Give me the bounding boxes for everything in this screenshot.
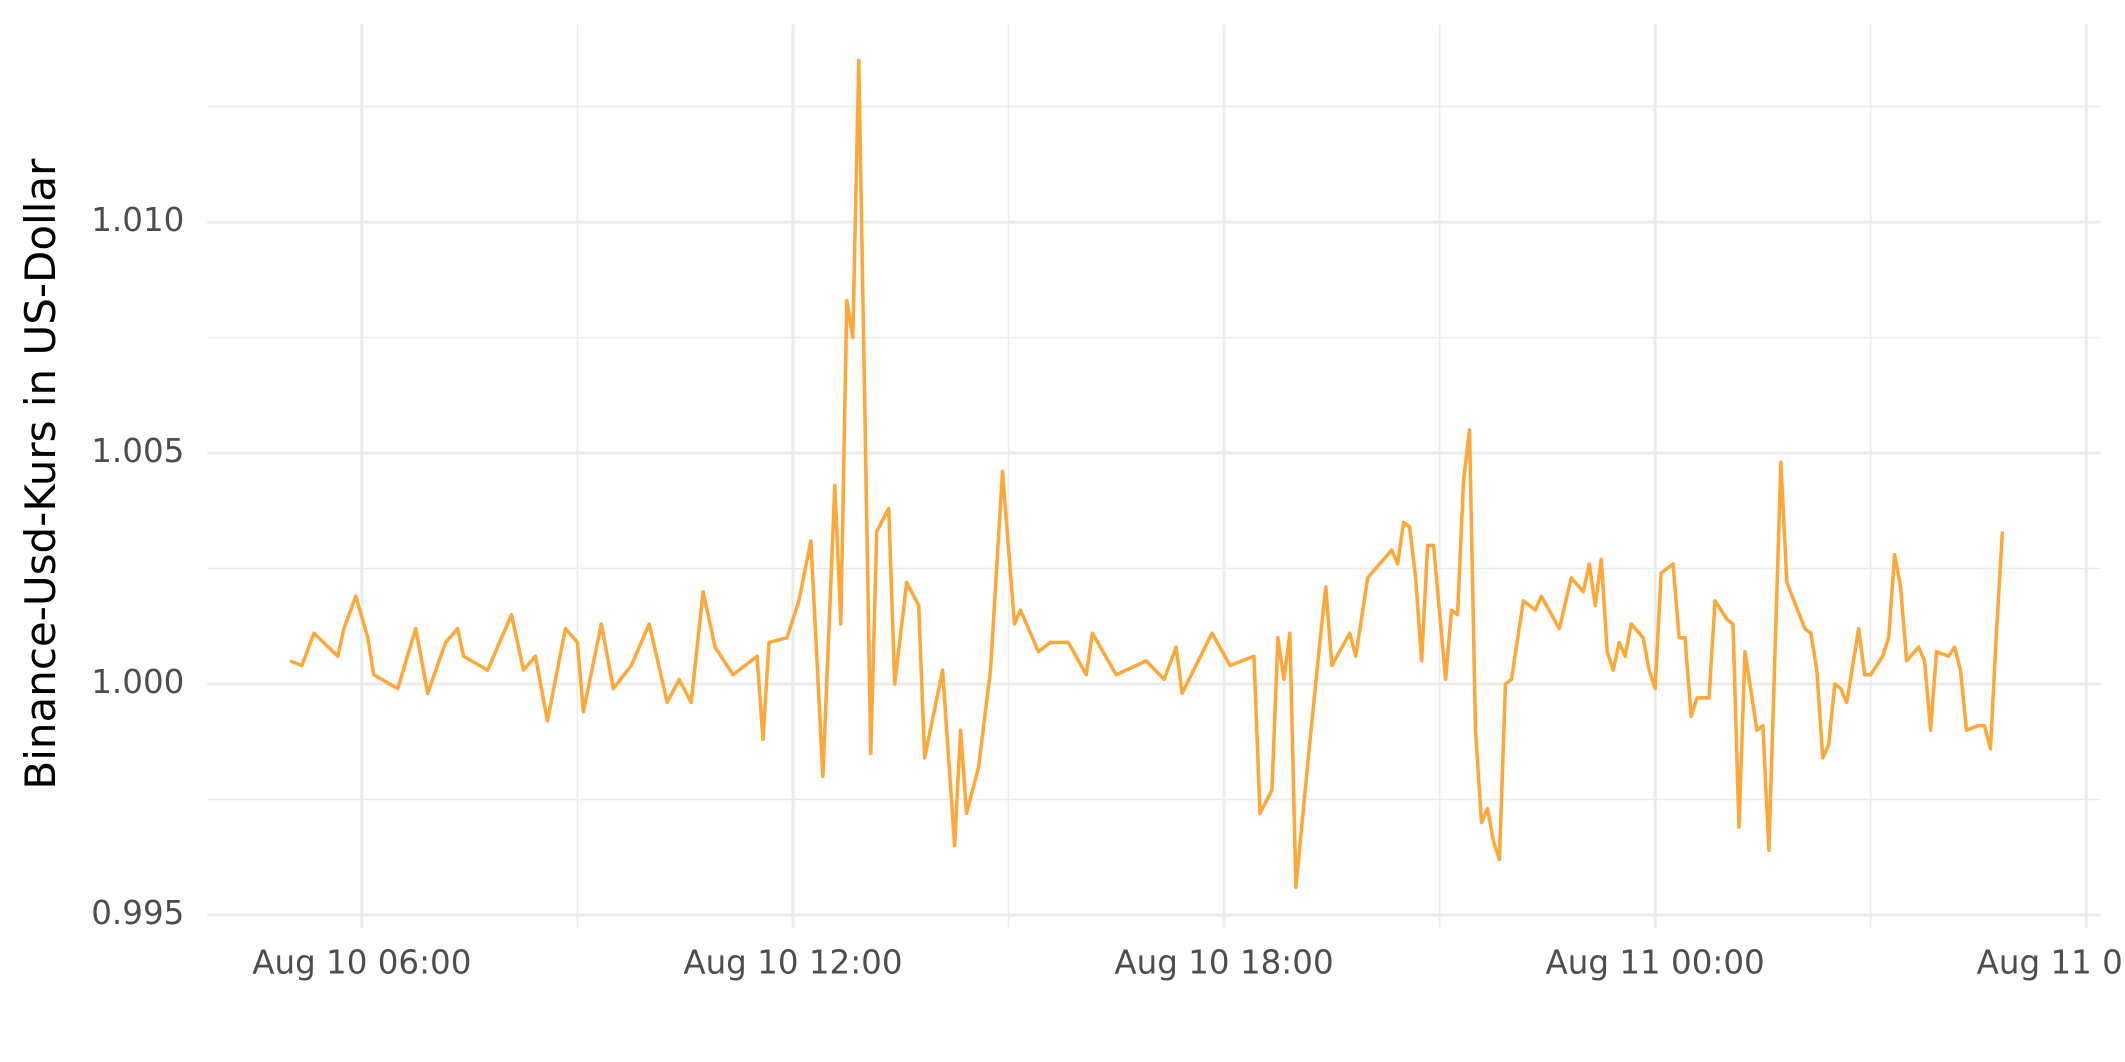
y-tick-label: 1.010 (91, 201, 184, 239)
y-axis-title: Binance-Usd-Kurs in US-Dollar (16, 158, 65, 790)
plot (289, 58, 2005, 890)
x-tick-label: Aug 10 12:00 (683, 943, 902, 981)
y-tick-label: 1.005 (91, 432, 184, 470)
y-tick-label: 1.000 (91, 663, 184, 701)
x-tick-label: Aug 10 18:00 (1114, 943, 1333, 981)
grid (207, 24, 2101, 928)
y-tick-label: 0.995 (91, 894, 184, 932)
x-tick-label: Aug 11 06:00 (1977, 943, 2125, 981)
x-tick-label: Aug 10 06:00 (252, 943, 471, 981)
line (289, 58, 2005, 890)
x-tick-label: Aug 11 00:00 (1546, 943, 1765, 981)
